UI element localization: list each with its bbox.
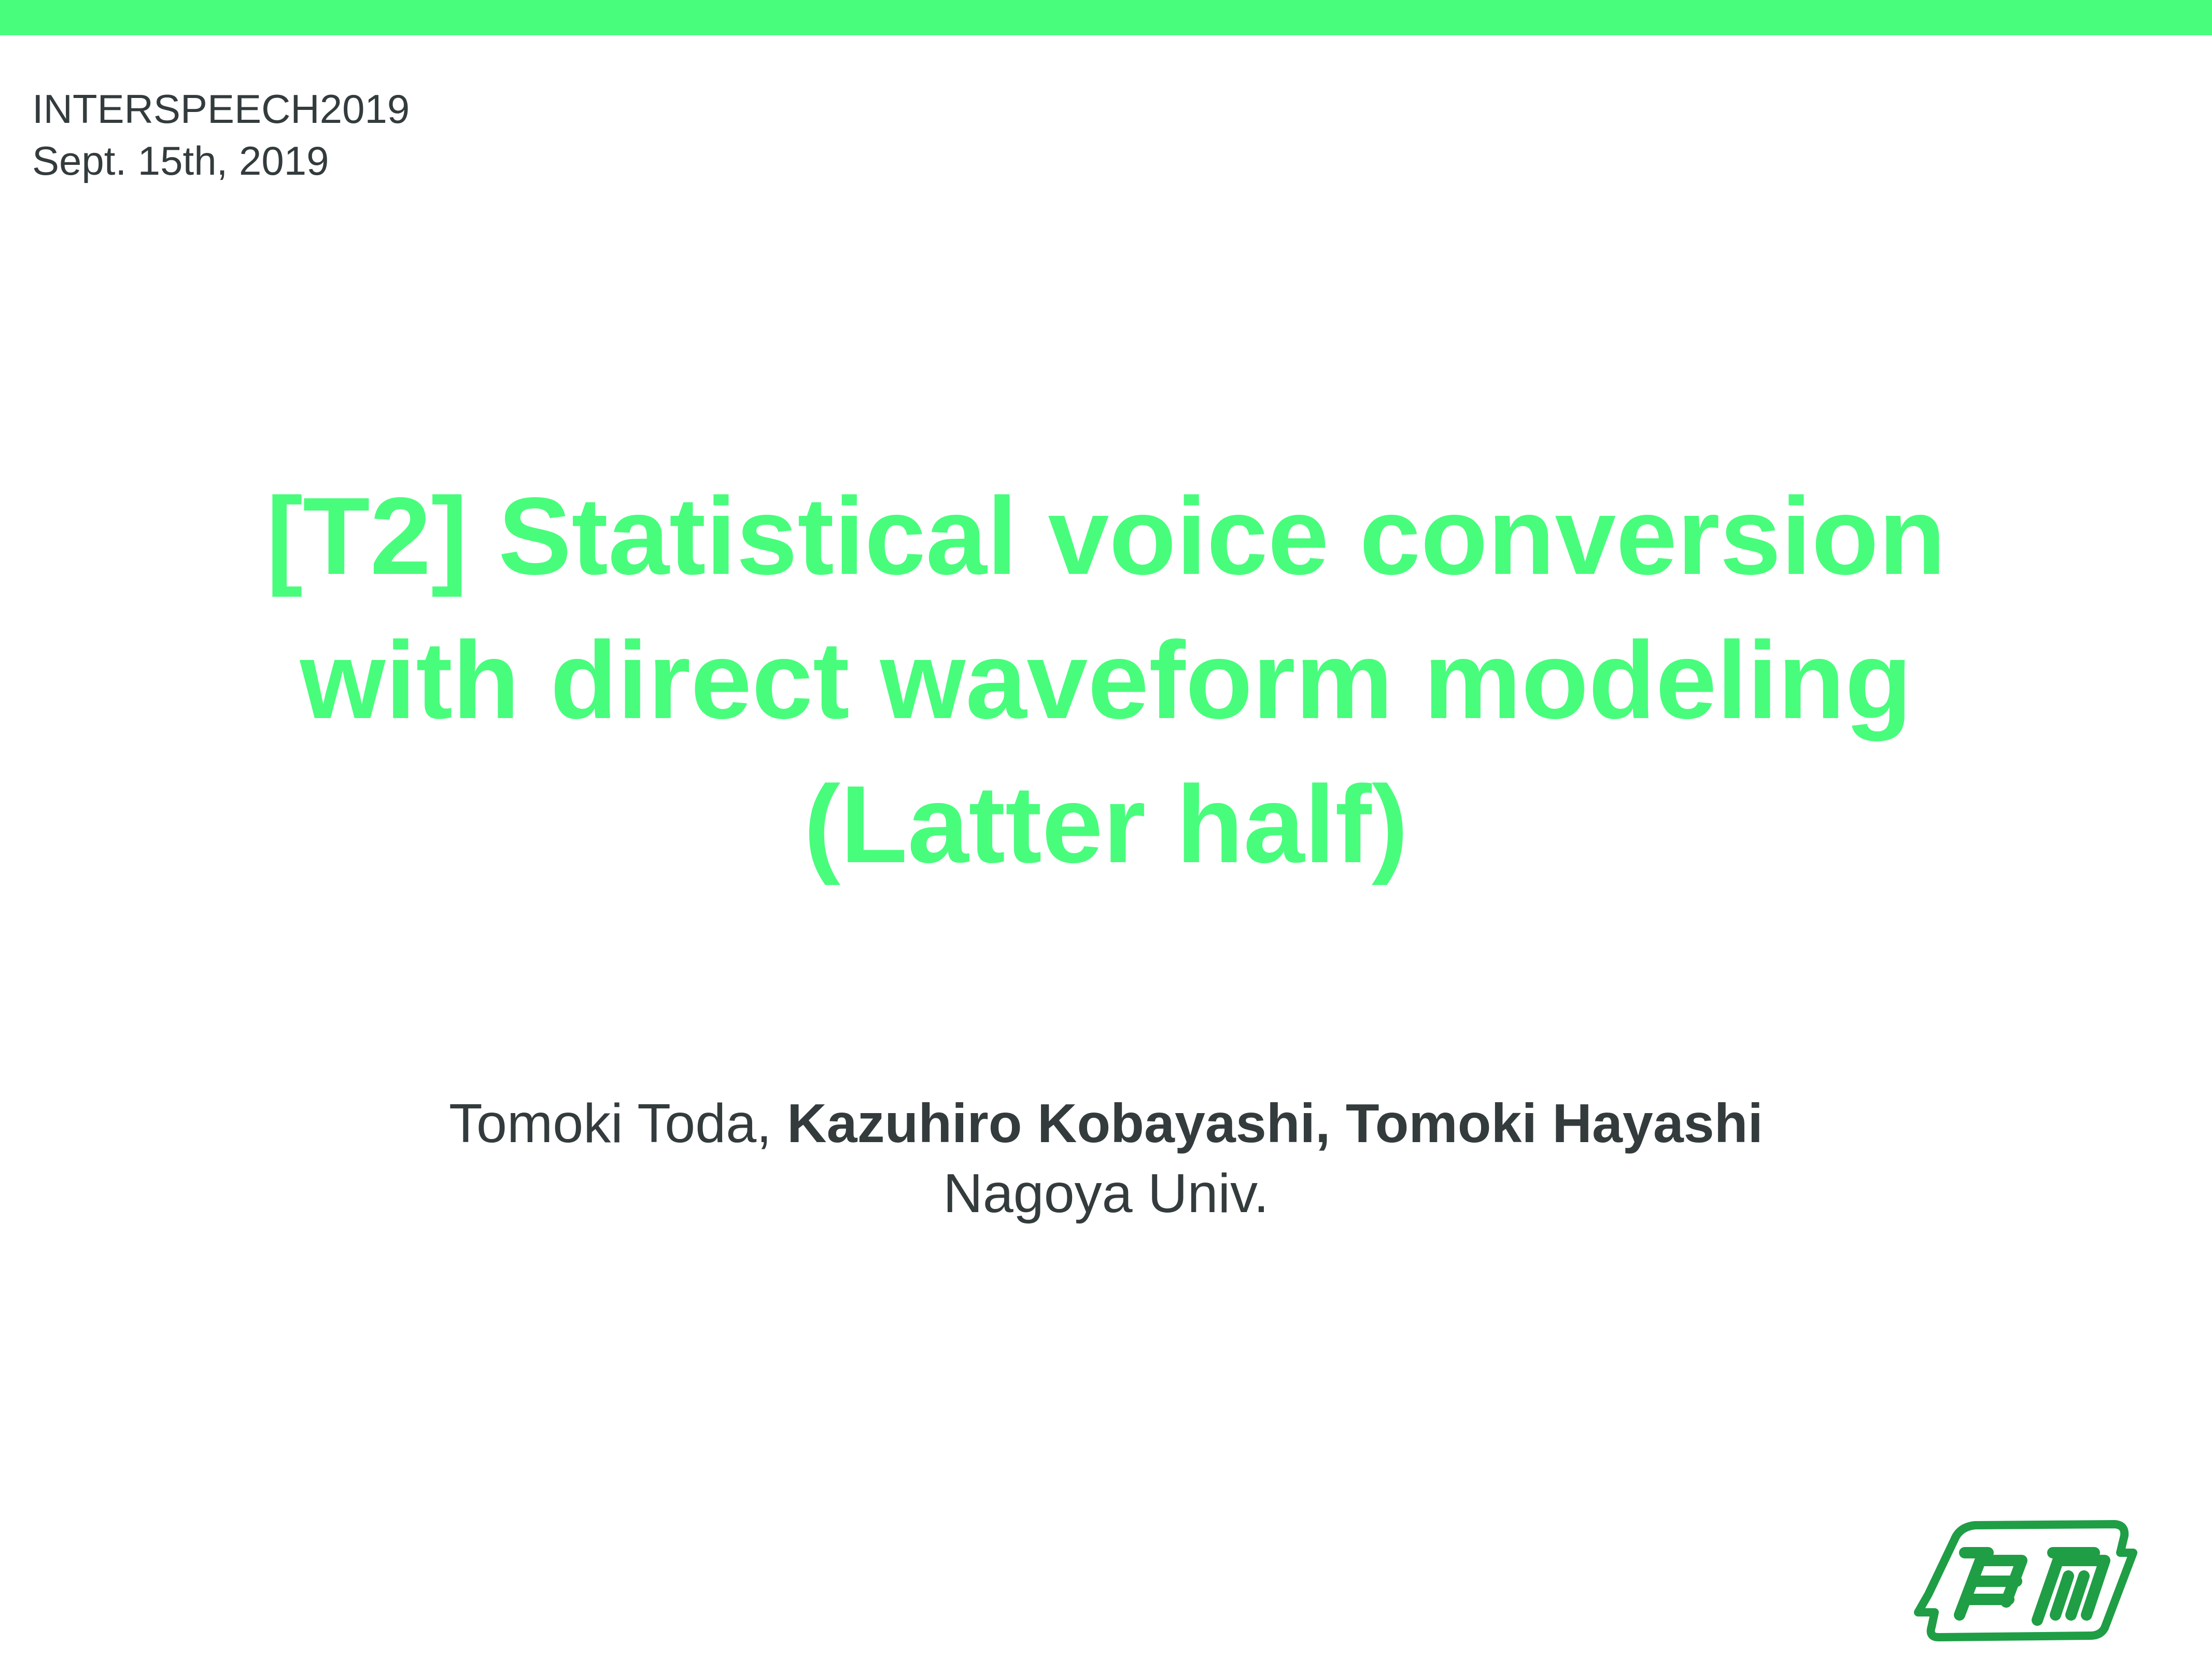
nagoya-university-emblem-icon bbox=[1914, 1520, 2137, 1641]
affiliation: Nagoya Univ. bbox=[943, 1163, 1269, 1224]
title-line-2: with direct waveform modeling bbox=[300, 618, 1912, 741]
authors-block: Tomoki Toda, Kazuhiro Kobayashi, Tomoki … bbox=[0, 1089, 2212, 1229]
title-line-1: [T2] Statistical voice conversion bbox=[266, 474, 1946, 597]
author-line: Tomoki Toda, Kazuhiro Kobayashi, Tomoki … bbox=[0, 1089, 2212, 1159]
author-presenters: Kazuhiro Kobayashi, Tomoki Hayashi bbox=[787, 1093, 1763, 1154]
event-date: Sept. 15th, 2019 bbox=[32, 138, 329, 184]
author-first: Tomoki Toda, bbox=[449, 1093, 787, 1154]
slide-title: [T2] Statistical voice conversion with d… bbox=[0, 464, 2212, 896]
top-accent-bar bbox=[0, 0, 2212, 35]
event-name: INTERSPEECH2019 bbox=[32, 86, 410, 132]
event-info: INTERSPEECH2019 Sept. 15th, 2019 bbox=[32, 83, 410, 187]
title-line-3: (Latter half) bbox=[804, 763, 1408, 885]
